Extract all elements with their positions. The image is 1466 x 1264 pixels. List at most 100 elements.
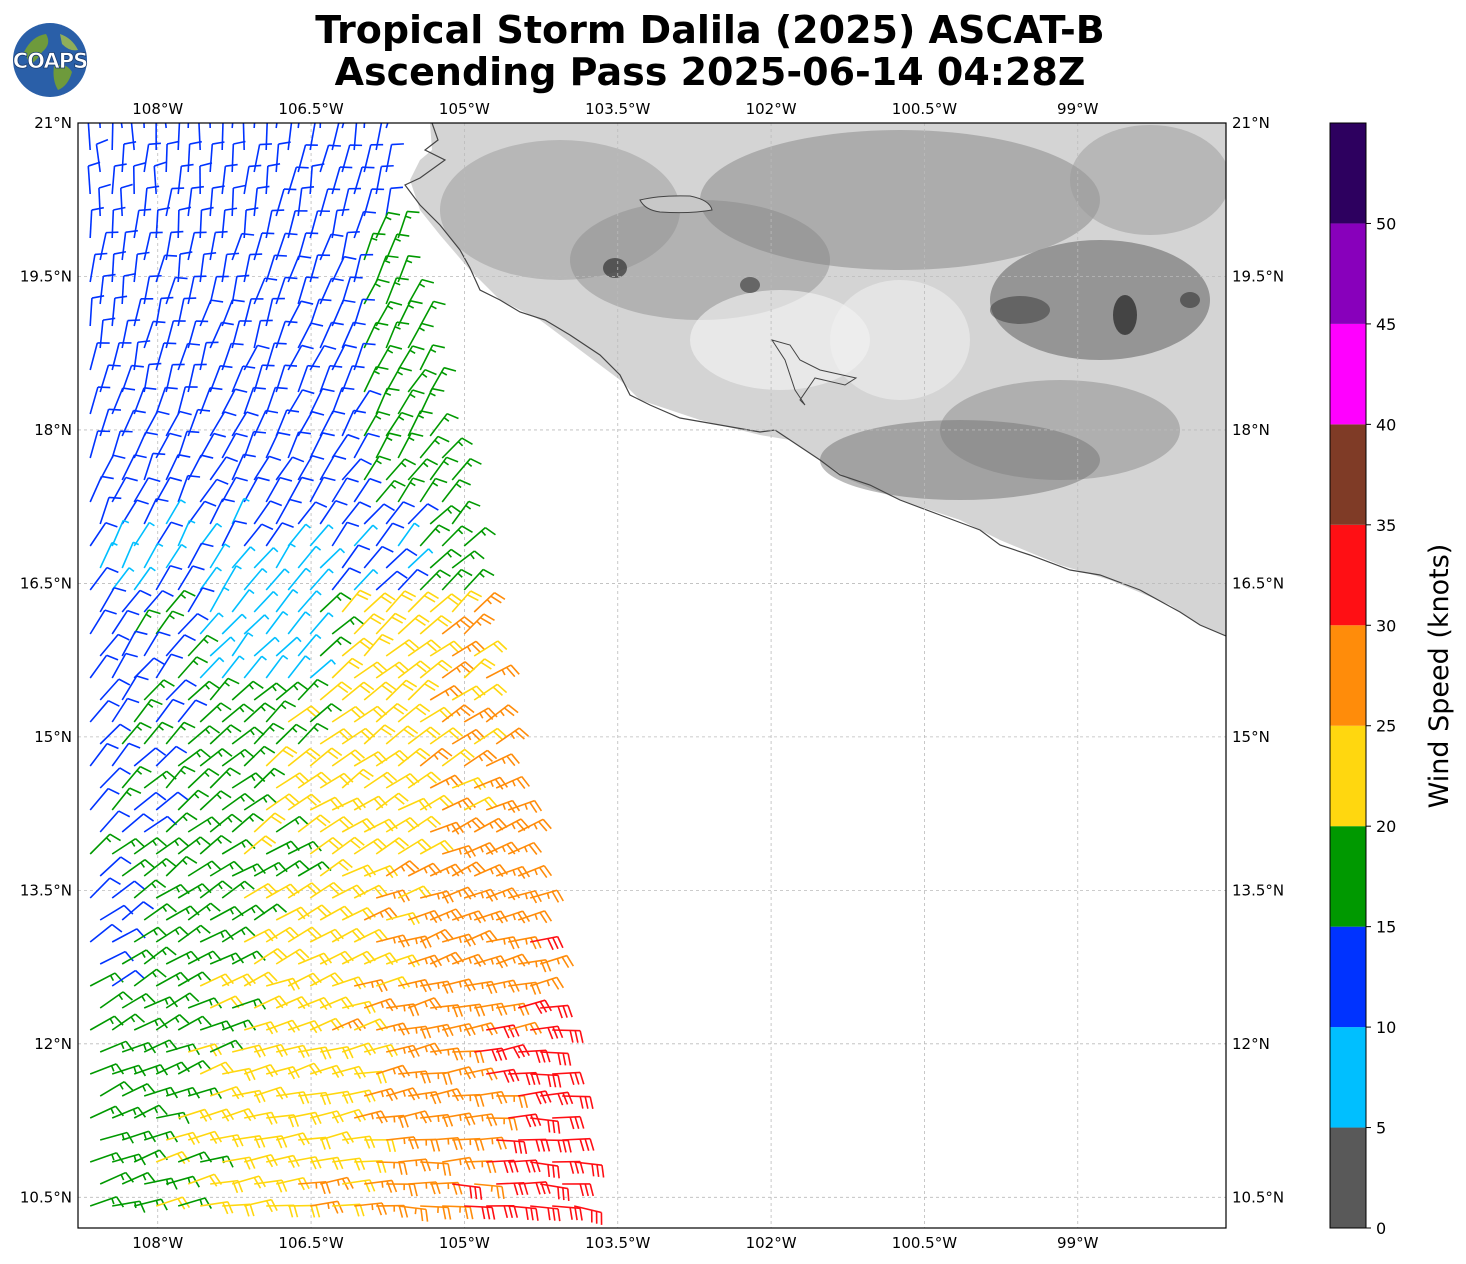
wind-barb — [231, 680, 264, 701]
wind-barb — [187, 950, 222, 965]
wind-barb — [517, 818, 552, 833]
wind-barb — [221, 655, 245, 679]
wind-barb — [231, 497, 250, 525]
wind-barb — [143, 858, 177, 877]
wind-barb — [177, 924, 211, 943]
wind-barb — [253, 232, 275, 261]
wind-barb — [143, 1086, 179, 1099]
wind-barb — [165, 410, 192, 437]
wind-barb — [385, 458, 417, 481]
wind-barb — [485, 753, 520, 767]
wind-barb — [441, 525, 473, 547]
wind-barb — [331, 255, 357, 283]
wind-barb — [121, 1171, 157, 1185]
wind-barb — [231, 632, 254, 657]
wind-barb — [231, 411, 259, 437]
wind-barb — [451, 640, 486, 657]
wind-barb — [253, 682, 287, 701]
wind-barb — [209, 1039, 244, 1053]
wind-barb — [99, 231, 119, 261]
wind-barb — [143, 679, 175, 701]
wind-barb — [209, 586, 230, 613]
wind-barb — [419, 839, 454, 855]
wind-barb — [187, 997, 223, 1009]
wind-barb — [385, 321, 410, 349]
wind-barb — [353, 210, 376, 239]
lon-tick-label-top: 106.5°W — [278, 100, 343, 118]
lat-tick-label-right: 16.5°N — [1232, 574, 1284, 592]
wind-barb — [253, 591, 279, 613]
lon-tick-label-bottom: 106.5°W — [278, 1234, 343, 1252]
wind-barb — [89, 923, 123, 943]
wind-barb — [177, 1060, 212, 1075]
wind-barb — [275, 636, 302, 657]
wind-barb — [231, 184, 246, 217]
wind-barb — [133, 879, 167, 899]
wind-barb — [165, 634, 196, 657]
wind-barb — [342, 1179, 376, 1193]
wind-barb — [508, 1113, 542, 1128]
wind-barb — [199, 341, 219, 371]
wind-barb — [287, 705, 321, 723]
wind-barb — [253, 185, 270, 217]
wind-barb — [265, 926, 300, 943]
wind-barb — [507, 841, 543, 855]
lon-tick-label-top: 108°W — [132, 100, 183, 118]
wind-barb — [155, 745, 188, 767]
wind-barb — [143, 631, 171, 657]
wind-barb — [451, 550, 485, 569]
lon-tick-label-bottom: 99°W — [1057, 1234, 1099, 1252]
wind-barb — [375, 479, 406, 503]
wind-barb — [385, 860, 420, 877]
wind-barb — [375, 387, 400, 415]
wind-barb — [119, 183, 133, 217]
wind-barb — [111, 652, 138, 679]
wind-barb — [341, 637, 375, 657]
wind-barb — [375, 255, 399, 283]
wind-barb — [375, 661, 410, 679]
wind-barb — [143, 996, 179, 1009]
wind-barb — [177, 386, 198, 415]
wind-barb — [463, 568, 495, 591]
wind-barb — [121, 1083, 156, 1097]
colorbar-tick-label: 30 — [1376, 616, 1396, 635]
wind-barb — [221, 207, 238, 239]
wind-barb — [529, 889, 564, 903]
wind-barb — [231, 772, 266, 789]
wind-barb — [99, 950, 134, 965]
wind-barb — [452, 1137, 485, 1151]
wind-barb — [309, 568, 334, 591]
wind-barb — [407, 679, 440, 701]
wind-barb — [243, 430, 267, 459]
wind-barb — [243, 614, 270, 635]
wind-barb — [221, 163, 238, 195]
wind-barb — [89, 566, 119, 591]
wind-barb — [89, 295, 105, 327]
wind-barb — [187, 231, 207, 261]
wind-barb — [165, 589, 196, 613]
wind-barb — [155, 653, 184, 679]
wind-barb — [199, 432, 226, 459]
wind-barb — [265, 123, 268, 151]
wind-barb — [464, 1205, 496, 1220]
wind-barb — [231, 998, 267, 1010]
wind-barb — [253, 767, 286, 789]
wind-barb — [265, 254, 287, 283]
wind-barb — [199, 522, 223, 547]
wind-barb — [253, 948, 288, 965]
wind-barb — [133, 386, 157, 415]
wind-barb — [464, 1067, 498, 1081]
wind-barb — [473, 640, 508, 657]
wind-barb — [297, 952, 333, 966]
wind-barb — [153, 161, 167, 195]
wind-barb — [319, 499, 348, 525]
colorbar: 0 5 10 15 20 25 30 35 40 45 50 — [1329, 122, 1396, 1238]
wind-barb — [121, 229, 138, 261]
wind-barb — [375, 976, 411, 990]
wind-barb — [253, 277, 278, 305]
wind-barb — [155, 791, 189, 811]
wind-barb — [143, 452, 166, 481]
wind-barb — [408, 1138, 441, 1152]
wind-barb — [320, 1090, 354, 1104]
wind-barb — [165, 950, 200, 965]
